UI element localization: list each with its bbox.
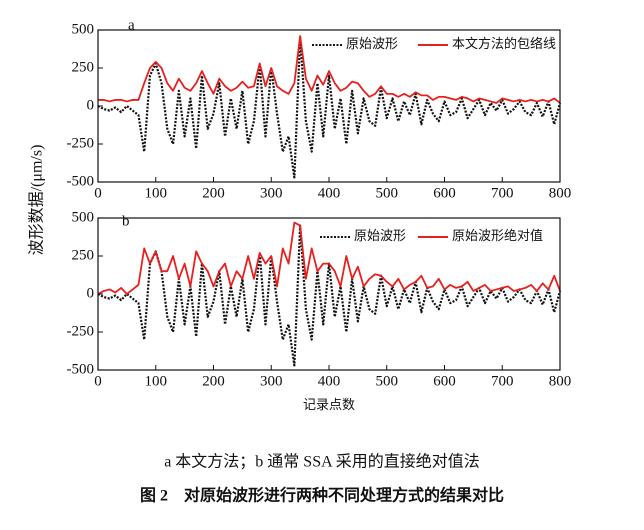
- legend-label: 本文方法的包络线: [452, 36, 556, 51]
- y-tick-label: 500: [72, 209, 95, 225]
- y-tick-label: 250: [72, 59, 95, 75]
- x-tick-label: 700: [491, 373, 514, 389]
- x-tick-label: 0: [94, 373, 102, 389]
- x-tick-label: 100: [145, 373, 168, 389]
- y-tick-label: 500: [72, 21, 95, 37]
- legend-label: 原始波形: [346, 36, 398, 51]
- data-line: [97, 224, 562, 367]
- legend-label: 原始波形绝对值: [452, 228, 543, 243]
- x-tick-label: 0: [94, 185, 102, 201]
- x-tick-label: 500: [376, 373, 399, 389]
- y-tick-label: -500: [67, 173, 95, 189]
- x-tick-label: 400: [318, 185, 341, 201]
- x-tick-label: 200: [202, 185, 225, 201]
- panel-label: b: [122, 213, 130, 229]
- y-axis-label: 波形数据/(μm/s): [28, 145, 46, 256]
- y-tick-label: 0: [87, 97, 95, 113]
- x-tick-label: 800: [549, 373, 572, 389]
- x-axis-label: 记录点数: [303, 397, 355, 412]
- data-line: [97, 221, 561, 295]
- x-tick-label: 400: [318, 373, 341, 389]
- x-tick-label: 200: [202, 373, 225, 389]
- panel-label: a: [128, 17, 135, 33]
- figure-title: 图 2 对原始波形进行两种不同处理方式的结果对比: [140, 486, 504, 505]
- y-tick-label: -250: [67, 135, 95, 151]
- data-line: [98, 35, 561, 104]
- y-tick-label: 250: [72, 247, 95, 263]
- x-tick-label: 100: [145, 185, 168, 201]
- y-tick-label: 0: [87, 285, 95, 301]
- x-tick-label: 700: [491, 185, 514, 201]
- x-tick-label: 600: [433, 373, 456, 389]
- y-tick-label: -250: [67, 323, 95, 339]
- x-tick-label: 800: [549, 185, 572, 201]
- y-tick-label: -500: [67, 361, 95, 377]
- x-tick-label: 500: [376, 185, 399, 201]
- x-tick-label: 600: [433, 185, 456, 201]
- legend-label: 原始波形: [354, 228, 406, 243]
- x-tick-label: 300: [260, 373, 283, 389]
- plot-frame: [97, 29, 561, 183]
- data-line: [97, 36, 562, 179]
- caption: a 本文方法；b 通常 SSA 采用的直接绝对值法: [164, 453, 480, 471]
- x-tick-label: 300: [260, 185, 283, 201]
